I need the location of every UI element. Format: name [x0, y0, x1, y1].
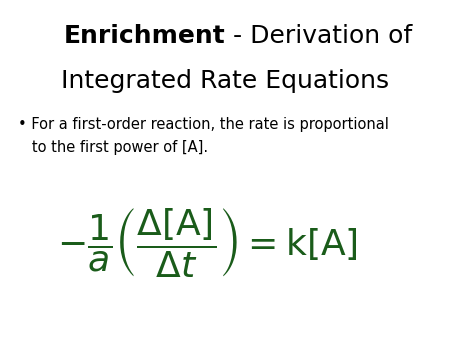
Text: $-\dfrac{1}{a}\left(\dfrac{\Delta[\mathrm{A}]}{\Delta t}\right) = \mathrm{k}[\ma: $-\dfrac{1}{a}\left(\dfrac{\Delta[\mathr… — [57, 207, 357, 280]
Text: Enrichment: Enrichment — [63, 24, 225, 48]
Text: Integrated Rate Equations: Integrated Rate Equations — [61, 69, 389, 93]
Text: to the first power of [A].: to the first power of [A]. — [18, 140, 208, 155]
Text: • For a first-order reaction, the rate is proportional: • For a first-order reaction, the rate i… — [18, 117, 389, 131]
Text: - Derivation of: - Derivation of — [225, 24, 412, 48]
